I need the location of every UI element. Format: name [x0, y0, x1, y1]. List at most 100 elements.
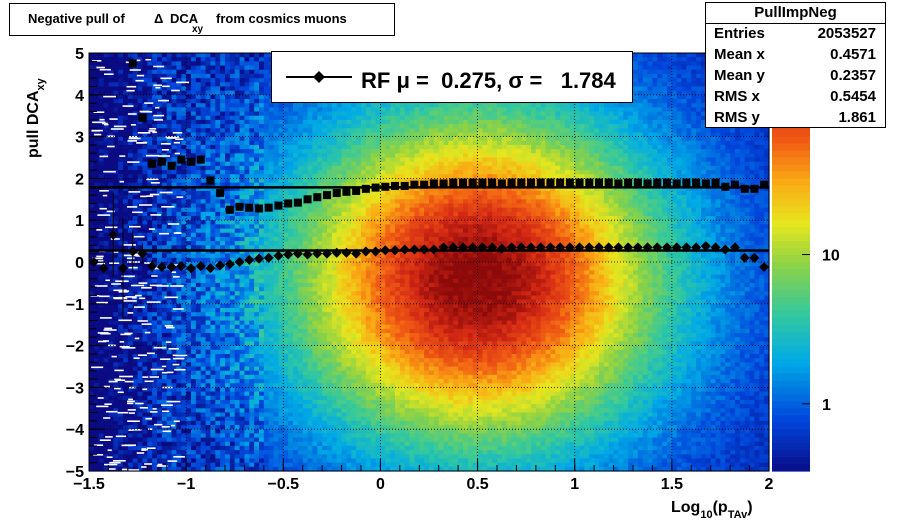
heatmap-cell: [278, 303, 284, 309]
heatmap-cell: [263, 387, 270, 393]
heatmap-cell: [127, 119, 134, 125]
heatmap-cell: [147, 349, 153, 355]
heatmap-cell: [171, 224, 178, 230]
heatmap-cell: [142, 395, 148, 401]
heatmap-cell: [322, 174, 328, 179]
heatmap-cell: [205, 362, 212, 368]
heatmap-cell: [142, 287, 148, 292]
heatmap-cell: [147, 433, 153, 439]
heatmap-cell: [249, 270, 255, 276]
heatmap-cell: [186, 466, 192, 472]
heatmap-cell: [317, 241, 323, 246]
heatmap-cell: [220, 257, 226, 263]
heatmap-cell: [147, 337, 153, 343]
heatmap-cell: [234, 387, 241, 393]
heatmap-cell: [157, 86, 163, 92]
heatmap-cell: [312, 103, 318, 108]
heatmap-cell: [283, 445, 289, 451]
heatmap-cell: [147, 190, 153, 196]
heatmap-cell: [152, 391, 158, 397]
heatmap-cell: [191, 358, 197, 363]
heatmap-cell: [225, 445, 231, 451]
heatmap-cell: [268, 115, 275, 121]
heatmap-cell: [108, 278, 114, 284]
heatmap-cell: [137, 408, 144, 414]
heatmap-cell: [278, 458, 284, 464]
heatmap-cell: [186, 132, 192, 138]
heatmap-cell: [113, 391, 119, 397]
heatmap-cell: [327, 450, 333, 455]
heatmap-cell: [152, 420, 158, 426]
heatmap-cell: [103, 391, 110, 397]
heatmap-cell: [302, 115, 309, 121]
heatmap-cell: [147, 111, 153, 117]
heatmap-cell: [118, 404, 124, 409]
heatmap-cell: [317, 103, 323, 108]
heatmap-cell: [142, 170, 148, 175]
heatmap-cell: [166, 111, 173, 117]
heatmap-cell: [152, 341, 158, 347]
heatmap-cell: [312, 320, 318, 326]
heatmap-cell: [171, 328, 178, 334]
heatmap-cell: [103, 278, 110, 284]
heatmap-cell: [103, 341, 110, 347]
heatmap-cell: [161, 299, 168, 305]
heatmap-cell: [171, 420, 178, 426]
heatmap-cell: [288, 374, 294, 380]
heatmap-cell: [215, 199, 221, 205]
heatmap-cell: [234, 341, 241, 347]
heatmap-cell: [239, 416, 246, 422]
heatmap-cell: [307, 174, 314, 179]
heatmap-cell: [244, 324, 250, 330]
heatmap-cell: [205, 320, 212, 326]
heatmap-cell: [142, 391, 148, 397]
heatmap-cell: [317, 370, 323, 376]
heatmap-cell: [254, 182, 260, 188]
heatmap-cell: [171, 53, 178, 58]
heatmap-cell: [263, 266, 270, 271]
heatmap-cell: [273, 328, 280, 334]
heatmap-cell: [132, 270, 139, 276]
heatmap-cell: [113, 337, 119, 343]
heatmap-cell: [161, 111, 168, 117]
heatmap-cell: [288, 441, 294, 447]
heatmap-cell: [254, 178, 260, 184]
heatmap-cell: [278, 153, 284, 159]
heatmap-cell: [288, 232, 294, 238]
heatmap-cell: [137, 132, 144, 138]
heatmap-cell: [205, 287, 212, 292]
heatmap-cell: [293, 165, 299, 171]
heatmap-cell: [229, 345, 236, 351]
heatmap-cell: [137, 278, 144, 284]
heatmap-cell: [234, 124, 241, 129]
heatmap-cell: [278, 178, 284, 184]
heatmap-cell: [137, 82, 144, 88]
heatmap-cell: [210, 228, 216, 234]
heatmap-cell: [225, 73, 231, 79]
heatmap-cell: [239, 53, 246, 58]
heatmap-cell: [244, 374, 250, 380]
heatmap-cell: [249, 53, 255, 58]
heatmap-cell: [259, 299, 265, 305]
heatmap-cell: [244, 320, 250, 326]
heatmap-cell: [293, 266, 299, 271]
heatmap-cell: [93, 462, 100, 468]
heatmap-cell: [191, 94, 197, 100]
heatmap-cell: [93, 73, 100, 79]
heatmap-cell: [108, 86, 114, 92]
heatmap-cell: [220, 341, 226, 347]
heatmap-cell: [152, 98, 158, 104]
heatmap-cell: [210, 103, 216, 108]
heatmap-cell: [186, 136, 192, 142]
heatmap-cell: [307, 387, 314, 393]
heatmap-cell: [166, 220, 173, 225]
heatmap-cell: [123, 441, 129, 447]
heatmap-cell: [191, 216, 197, 221]
heatmap-cell: [137, 445, 144, 451]
heatmap-cell: [191, 366, 197, 372]
heatmap-cell: [307, 153, 314, 159]
heatmap-cell: [302, 174, 309, 179]
heatmap-cell: [171, 199, 178, 205]
heatmap-cell: [103, 53, 110, 58]
heatmap-cell: [268, 287, 275, 292]
